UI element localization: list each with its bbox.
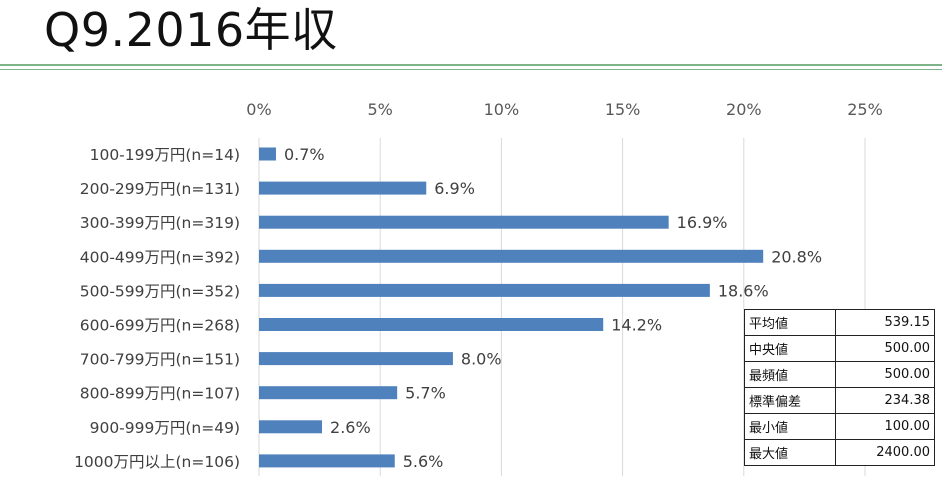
x-tick-label-4: 20%: [726, 100, 762, 119]
category-label-5: 600-699万円(n=268): [80, 317, 240, 335]
bar-2: [259, 215, 669, 229]
bar-4: [259, 283, 710, 297]
stat-label: 最頻値: [744, 361, 836, 388]
stat-value: 500.00: [835, 361, 935, 388]
title-divider-thin: [0, 69, 942, 70]
data-label-1: 6.9%: [434, 179, 475, 198]
bar-0: [259, 147, 276, 161]
stat-label: 平均値: [744, 309, 836, 336]
stat-label: 最大値: [744, 439, 836, 466]
category-label-7: 800-899万円(n=107): [80, 385, 240, 403]
stat-label: 最小値: [744, 413, 836, 440]
x-tick-label-5: 25%: [847, 100, 883, 119]
category-label-0: 100-199万円(n=14): [90, 146, 240, 164]
data-label-3: 20.8%: [771, 247, 822, 266]
stats-row: 最大値 2400.00: [744, 439, 935, 466]
title-divider: [0, 64, 942, 66]
page-title: Q9.2016年収: [44, 3, 338, 57]
bar-6: [259, 352, 453, 366]
category-label-3: 400-499万円(n=392): [80, 248, 240, 266]
x-tick-label-2: 10%: [484, 100, 520, 119]
stat-value: 539.15: [835, 309, 935, 336]
stats-row: 中央値 500.00: [744, 335, 935, 362]
data-label-4: 18.6%: [718, 281, 769, 300]
category-label-8: 900-999万円(n=49): [90, 419, 240, 437]
bar-8: [259, 420, 323, 434]
category-label-2: 300-399万円(n=319): [80, 214, 240, 232]
data-label-8: 2.6%: [330, 418, 371, 437]
stats-row: 平均値 539.15: [744, 309, 935, 336]
bar-5: [259, 318, 604, 331]
x-tick-label-3: 15%: [605, 100, 641, 119]
bar-9: [259, 454, 395, 468]
x-tick-label-0: 0%: [246, 100, 271, 119]
stat-value: 500.00: [835, 335, 935, 362]
data-label-0: 0.7%: [284, 145, 325, 164]
stat-value: 100.00: [835, 413, 935, 440]
data-label-2: 16.9%: [677, 213, 728, 232]
bar-7: [259, 386, 398, 400]
bar-1: [259, 181, 427, 195]
bar-3: [259, 249, 764, 263]
stats-row: 最頻値 500.00: [744, 361, 935, 388]
stats-table: 平均値 539.15 中央値 500.00 最頻値 500.00 標準偏差 234.38 最小値…: [744, 309, 935, 466]
x-tick-label-1: 5%: [368, 100, 393, 119]
data-label-9: 5.6%: [403, 452, 444, 471]
data-label-5: 14.2%: [611, 316, 662, 335]
category-label-1: 200-299万円(n=131): [80, 180, 240, 198]
category-label-6: 700-799万円(n=151): [80, 351, 240, 369]
data-label-7: 5.7%: [405, 384, 446, 403]
category-label-4: 500-599万円(n=352): [80, 282, 240, 300]
stat-label: 中央値: [744, 335, 836, 362]
stat-label: 標準偏差: [744, 387, 836, 414]
stats-row: 最小値 100.00: [744, 413, 935, 440]
stats-row: 標準偏差 234.38: [744, 387, 935, 414]
stat-value: 234.38: [835, 387, 935, 414]
category-label-9: 1000万円以上(n=106): [74, 453, 240, 471]
data-label-6: 8.0%: [461, 350, 502, 369]
stat-value: 2400.00: [835, 439, 935, 466]
